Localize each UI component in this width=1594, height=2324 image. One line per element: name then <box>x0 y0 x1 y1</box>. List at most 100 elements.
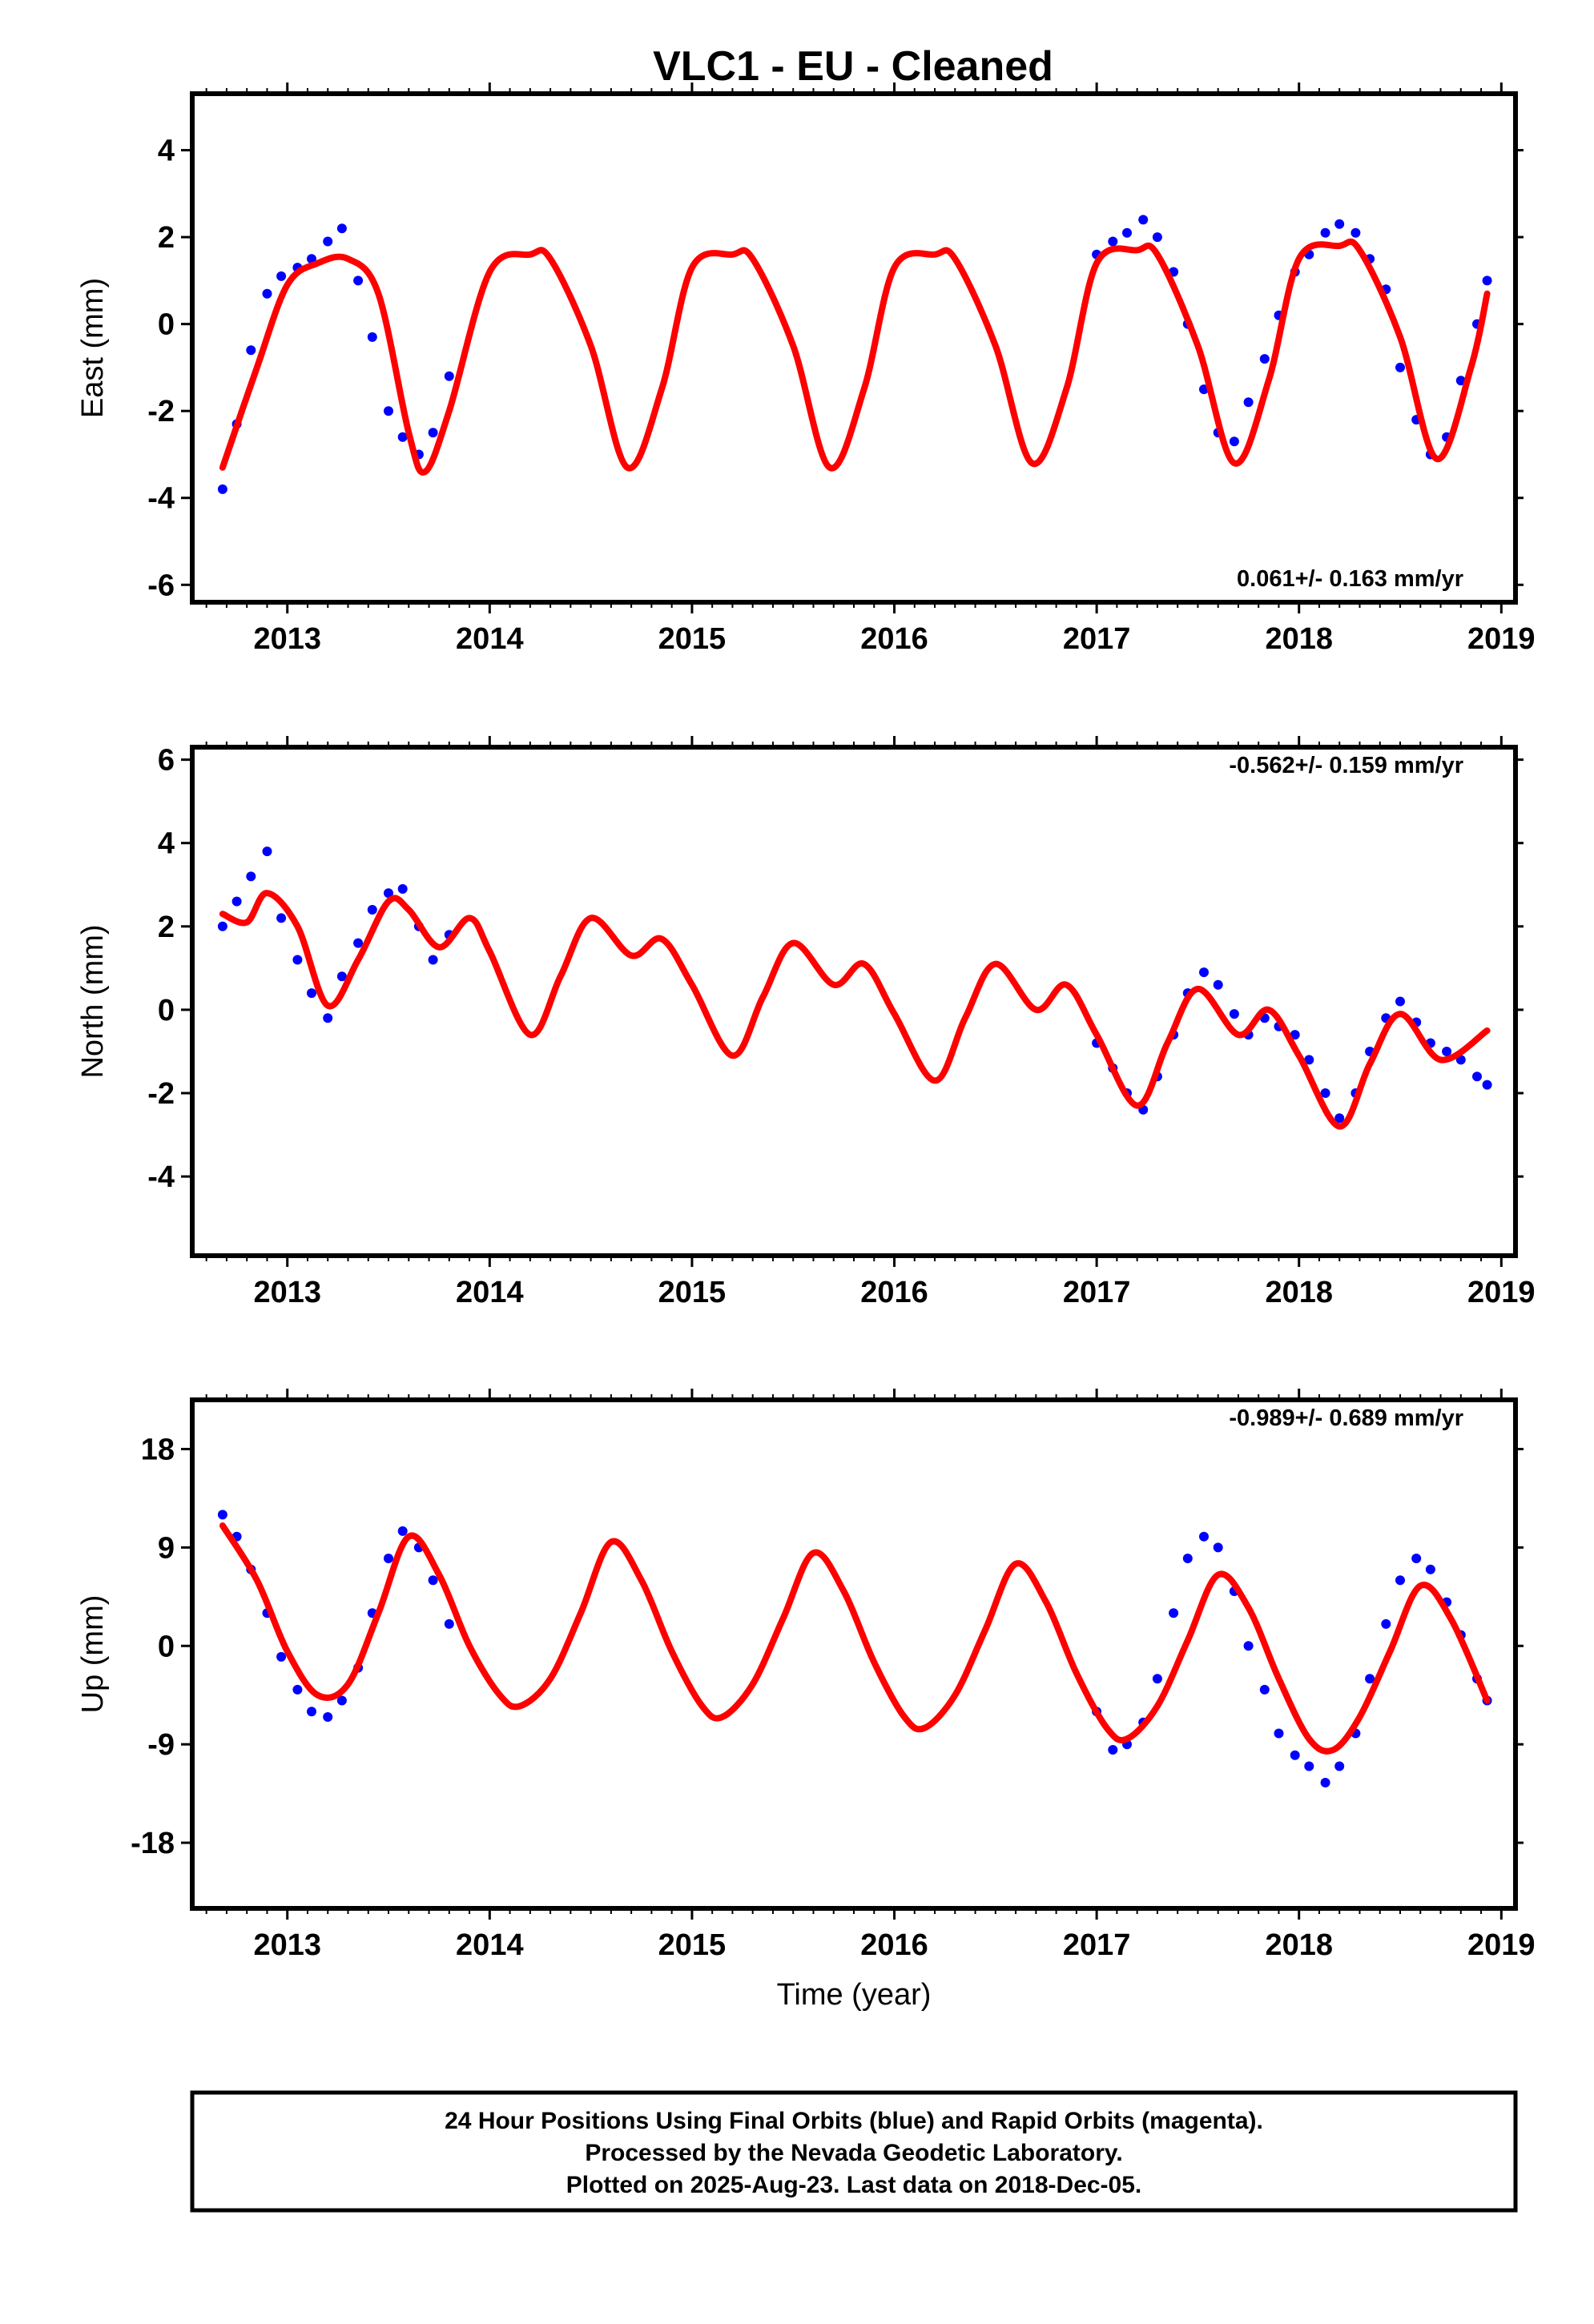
up-data-point <box>384 1554 393 1563</box>
up-data-point <box>1304 1761 1314 1771</box>
up-rate-label: -0.989+/- 0.689 mm/yr <box>1229 1405 1463 1431</box>
east-data-point <box>1395 362 1405 372</box>
north-data-point <box>1472 1072 1482 1082</box>
up-data-point <box>1365 1674 1375 1684</box>
north-data-point <box>353 938 364 948</box>
east-data-point <box>1243 397 1254 408</box>
north-y-tick-label: 2 <box>158 911 175 944</box>
east-panel: -6 -4 -2 0 2 4 2013 2014 2015 2016 2017 2018 2019 Eas… <box>76 82 1536 656</box>
up-data-point <box>1381 1618 1391 1629</box>
east-x-tick-label: 2015 <box>658 622 727 656</box>
up-y-tick-label: 18 <box>141 1433 175 1466</box>
north-plot-area <box>217 846 1492 1130</box>
up-y-tick-label: -9 <box>147 1728 175 1762</box>
up-x-tick-label: 2016 <box>860 1928 928 1962</box>
east-data-point <box>276 271 287 281</box>
up-plot-area <box>217 1510 1492 1787</box>
north-data-point <box>428 955 438 965</box>
east-data-point <box>307 254 316 264</box>
north-y-tick-label: 4 <box>158 827 175 861</box>
up-data-point <box>1243 1641 1254 1651</box>
up-data-point <box>336 1695 347 1706</box>
north-y-tick-label: 0 <box>158 994 175 1027</box>
north-data-point <box>336 971 347 982</box>
east-data-point <box>384 406 393 416</box>
north-data-point <box>1442 1047 1452 1056</box>
up-data-point <box>1411 1554 1422 1563</box>
north-data-point <box>1482 1080 1492 1090</box>
footer-line-1: 24 Hour Positions Using Final Orbits (bl… <box>445 2108 1263 2134</box>
north-data-point <box>1213 979 1223 990</box>
up-data-point <box>276 1651 287 1662</box>
east-rate-label: 0.061+/- 0.163 mm/yr <box>1237 566 1463 592</box>
north-rate-label: -0.562+/- 0.159 mm/yr <box>1229 753 1463 778</box>
east-data-point <box>1122 227 1132 238</box>
up-frame <box>190 1397 1518 1911</box>
up-y-axis-label: Up (mm) <box>76 1595 110 1714</box>
north-x-tick-label: 2014 <box>456 1276 524 1309</box>
east-model-curve <box>219 238 1491 476</box>
east-data-point <box>246 345 256 356</box>
north-data-point <box>231 896 242 907</box>
footer-line-2: Processed by the Nevada Geodetic Laborat… <box>585 2140 1122 2166</box>
north-data-point <box>1395 996 1405 1007</box>
east-data-point <box>1334 219 1345 229</box>
north-frame <box>190 745 1518 1258</box>
east-y-axis-label: East (mm) <box>76 278 110 418</box>
east-x-tick-label: 2017 <box>1063 622 1131 656</box>
north-data-point <box>397 884 408 894</box>
north-data-point <box>367 905 377 915</box>
north-x-tick-label: 2019 <box>1467 1276 1536 1309</box>
north-y-tick-label: -2 <box>147 1077 175 1111</box>
east-y-tick-label: 0 <box>158 308 175 342</box>
up-data-point <box>1199 1531 1209 1542</box>
east-x-tick-label: 2014 <box>456 622 524 656</box>
east-y-tick-label: -4 <box>147 482 175 516</box>
north-data-point <box>1229 1009 1239 1019</box>
up-data-point <box>217 1510 227 1520</box>
up-data-point <box>1320 1778 1330 1787</box>
north-data-point <box>384 888 393 899</box>
up-data-point <box>444 1618 454 1629</box>
east-plot-area <box>217 215 1492 494</box>
north-data-point <box>217 921 227 931</box>
east-data-point <box>323 236 333 247</box>
east-data-point <box>428 428 438 438</box>
footer-line-3: Plotted on 2025-Aug-23. Last data on 201… <box>566 2172 1142 2198</box>
north-x-tick-label: 2018 <box>1265 1276 1333 1309</box>
north-y-axis-label: North (mm) <box>76 924 110 1078</box>
north-data-point <box>323 1013 333 1023</box>
up-panel: -18 -9 0 9 18 2013 2014 2015 2016 2017 2018 2019 Up … <box>76 1389 1536 2012</box>
up-x-axis-label: Time (year) <box>777 1978 932 2012</box>
up-x-tick-label: 2013 <box>253 1928 321 1962</box>
up-data-point <box>307 1707 316 1717</box>
footer-box: 24 Hour Positions Using Final Orbits (bl… <box>190 2090 1518 2213</box>
up-data-point <box>1274 1728 1284 1739</box>
up-data-point <box>1152 1674 1162 1684</box>
north-data-point <box>1290 1030 1300 1040</box>
north-x-tick-label: 2016 <box>860 1276 928 1309</box>
up-data-point <box>1334 1761 1345 1771</box>
east-data-point <box>336 223 347 234</box>
up-data-point <box>1259 1684 1270 1695</box>
east-data-point <box>353 275 364 286</box>
east-y-tick-label: -2 <box>147 395 175 428</box>
east-data-point <box>367 332 377 342</box>
north-data-point <box>246 871 256 882</box>
north-y-tick-label: 6 <box>158 744 175 778</box>
east-x-tick-label: 2016 <box>860 622 928 656</box>
north-x-tick-label: 2013 <box>253 1276 321 1309</box>
east-data-point <box>1108 236 1118 247</box>
east-data-point <box>1455 376 1466 386</box>
north-x-tick-label: 2015 <box>658 1276 727 1309</box>
north-data-point <box>262 846 272 857</box>
up-x-tick-label: 2019 <box>1467 1928 1536 1962</box>
up-data-point <box>397 1526 408 1536</box>
east-data-point <box>1259 354 1270 364</box>
east-data-point <box>1138 215 1149 225</box>
up-model-curve <box>219 1522 1491 1755</box>
north-data-point <box>276 913 287 923</box>
east-data-point <box>1229 436 1239 447</box>
up-data-point <box>1169 1608 1179 1618</box>
